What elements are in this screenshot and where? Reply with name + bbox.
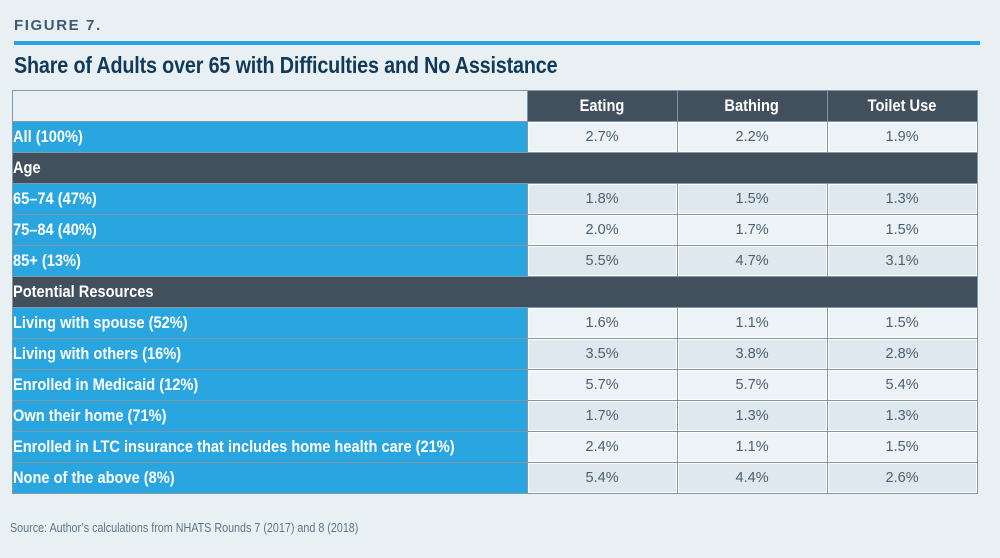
section-row: Age	[12, 152, 978, 184]
figure-title: Share of Adults over 65 with Difficultie…	[14, 52, 558, 78]
value-cell: 1.7%	[676, 214, 828, 246]
row-label-cell: 75–84 (40%)	[12, 214, 528, 246]
value-cell: 2.0%	[526, 214, 678, 246]
row-label: Living with spouse (52%)	[13, 313, 188, 332]
title-rule-divider	[14, 41, 980, 45]
row-label-cell: Living with others (16%)	[12, 338, 528, 370]
column-header-toilet-use: Toilet Use	[826, 90, 978, 122]
value-cell: 1.1%	[676, 307, 828, 339]
value-cell: 1.9%	[826, 121, 978, 153]
row-label-cell: 65–74 (47%)	[12, 183, 528, 215]
row-label: All (100%)	[13, 127, 83, 146]
section-label: Potential Resources	[13, 282, 154, 301]
row-label: Living with others (16%)	[13, 344, 182, 363]
row-label-cell: None of the above (8%)	[12, 462, 528, 494]
header-blank-cell	[12, 90, 528, 122]
value-cell: 1.8%	[526, 183, 678, 215]
value-cell: 5.4%	[526, 462, 678, 494]
value-cell: 1.3%	[826, 183, 978, 215]
value-cell: 5.7%	[526, 369, 678, 401]
value-cell: 4.7%	[676, 245, 828, 277]
row-label: 75–84 (40%)	[13, 220, 97, 239]
value-cell: 5.7%	[676, 369, 828, 401]
row-label: 65–74 (47%)	[13, 189, 97, 208]
row-label-cell: All (100%)	[12, 121, 528, 153]
row-label: Own their home (71%)	[13, 406, 167, 425]
row-label-cell: Enrolled in Medicaid (12%)	[12, 369, 528, 401]
value-cell: 4.4%	[676, 462, 828, 494]
table-row: None of the above (8%) 5.4% 4.4% 2.6%	[12, 462, 978, 494]
table-row: 75–84 (40%) 2.0% 1.7% 1.5%	[12, 214, 978, 246]
row-label-cell: Enrolled in LTC insurance that includes …	[12, 431, 528, 463]
value-cell: 1.3%	[826, 400, 978, 432]
value-cell: 1.5%	[826, 214, 978, 246]
column-header-eating: Eating	[526, 90, 678, 122]
row-label-cell: Living with spouse (52%)	[12, 307, 528, 339]
column-header-bathing: Bathing	[676, 90, 828, 122]
figure-label: FIGURE 7.	[14, 17, 102, 34]
value-cell: 1.3%	[676, 400, 828, 432]
value-cell: 2.6%	[826, 462, 978, 494]
value-cell: 1.5%	[676, 183, 828, 215]
data-table: Eating Bathing Toilet Use All (100%) 2.7%…	[12, 90, 978, 494]
value-cell: 3.8%	[676, 338, 828, 370]
value-cell: 5.5%	[526, 245, 678, 277]
table-row: 85+ (13%) 5.5% 4.7% 3.1%	[12, 245, 978, 277]
value-cell: 2.2%	[676, 121, 828, 153]
table-row: Enrolled in Medicaid (12%) 5.7% 5.7% 5.4%	[12, 369, 978, 401]
table-row: Own their home (71%) 1.7% 1.3% 1.3%	[12, 400, 978, 432]
row-label-cell: Own their home (71%)	[12, 400, 528, 432]
value-cell: 1.1%	[676, 431, 828, 463]
value-cell: 5.4%	[826, 369, 978, 401]
column-header-label: Toilet Use	[867, 96, 937, 115]
value-cell: 1.5%	[826, 307, 978, 339]
value-cell: 1.7%	[526, 400, 678, 432]
value-cell: 3.5%	[526, 338, 678, 370]
row-label: Enrolled in LTC insurance that includes …	[13, 437, 455, 456]
section-label: Age	[13, 158, 41, 177]
row-label-cell: 85+ (13%)	[12, 245, 528, 277]
section-header: Potential Resources	[12, 276, 978, 308]
header-row: Eating Bathing Toilet Use	[12, 90, 978, 122]
table-row: 65–74 (47%) 1.8% 1.5% 1.3%	[12, 183, 978, 215]
table-row: Living with spouse (52%) 1.6% 1.1% 1.5%	[12, 307, 978, 339]
column-header-label: Eating	[579, 96, 625, 115]
section-header: Age	[12, 152, 978, 184]
row-label: Enrolled in Medicaid (12%)	[13, 375, 199, 394]
section-row: Potential Resources	[12, 276, 978, 308]
value-cell: 1.6%	[526, 307, 678, 339]
value-cell: 2.4%	[526, 431, 678, 463]
value-cell: 2.7%	[526, 121, 678, 153]
value-cell: 2.8%	[826, 338, 978, 370]
table-row: All (100%) 2.7% 2.2% 1.9%	[12, 121, 978, 153]
row-label: None of the above (8%)	[13, 468, 175, 487]
row-label: 85+ (13%)	[13, 251, 81, 270]
value-cell: 1.5%	[826, 431, 978, 463]
value-cell: 3.1%	[826, 245, 978, 277]
table-row: Living with others (16%) 3.5% 3.8% 2.8%	[12, 338, 978, 370]
column-header-label: Bathing	[724, 96, 780, 115]
source-note: Source: Author’s calculations from NHATS…	[10, 521, 359, 535]
table-row: Enrolled in LTC insurance that includes …	[12, 431, 978, 463]
table-body: All (100%) 2.7% 2.2% 1.9% Age 65–74 (47%) 1.8%…	[12, 121, 978, 494]
